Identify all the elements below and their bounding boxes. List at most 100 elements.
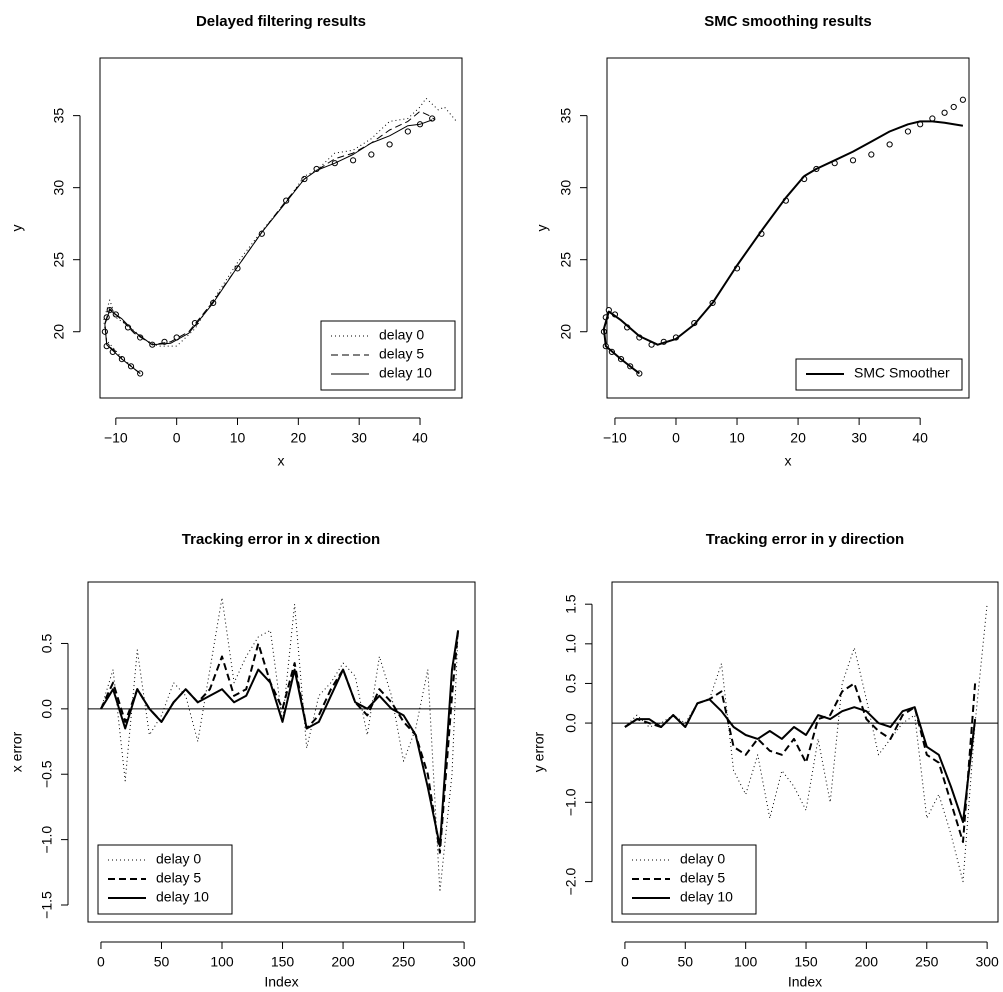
x-tick-label: 150 <box>794 954 818 970</box>
series-line <box>100 630 460 848</box>
plot-frame <box>611 581 999 923</box>
x-tick-label: 50 <box>677 954 693 970</box>
x-axis-label: x <box>278 453 285 469</box>
x-tick-label: 10 <box>729 430 745 446</box>
y-tick-label: 1.0 <box>563 634 579 654</box>
data-point <box>886 141 893 148</box>
x-tick-label: 50 <box>154 954 170 970</box>
x-axis-label: Index <box>788 974 822 990</box>
legend-label: delay 10 <box>379 365 432 381</box>
y-axis-label: y <box>9 225 25 232</box>
y-tick-label: 25 <box>558 252 574 268</box>
data-point <box>849 157 857 164</box>
x-tick-label: 150 <box>271 954 295 970</box>
legend-label: delay 5 <box>680 870 725 886</box>
x-tick-label: 30 <box>851 430 867 446</box>
data-point <box>929 115 936 122</box>
data-point <box>101 328 108 335</box>
y-tick-label: 0.5 <box>563 674 579 694</box>
x-tick-label: 40 <box>912 430 928 446</box>
y-tick-label: 25 <box>51 252 67 268</box>
x-tick-label: −10 <box>603 430 627 446</box>
y-tick-label: 30 <box>51 180 67 196</box>
x-tick-label: 10 <box>230 430 246 446</box>
x-tick-label: 20 <box>790 430 806 446</box>
x-tick-label: 300 <box>452 954 476 970</box>
data-point <box>404 128 411 135</box>
y-tick-label: 0.0 <box>563 713 579 733</box>
data-point <box>959 96 966 103</box>
y-tick-label: −1.0 <box>563 788 579 816</box>
chart-title: Tracking error in y direction <box>706 531 904 548</box>
x-tick-label: −10 <box>104 430 128 446</box>
x-tick-label: 0 <box>621 954 629 970</box>
y-axis-label: y error <box>531 731 547 772</box>
series-line <box>624 604 988 883</box>
legend-label: delay 0 <box>379 327 424 343</box>
x-tick-label: 250 <box>915 954 939 970</box>
x-tick-label: 0 <box>173 430 181 446</box>
x-tick-label: 300 <box>975 954 999 970</box>
y-tick-label: 0.0 <box>39 699 55 719</box>
data-point <box>349 157 357 164</box>
data-point <box>386 141 393 148</box>
y-tick-label: −2.0 <box>563 868 579 896</box>
legend-label: delay 0 <box>156 851 201 867</box>
x-tick-label: 100 <box>210 954 234 970</box>
legend: delay 0 delay 5 delay 10 <box>97 844 233 915</box>
panel: Tracking error in y direction Index y erro… <box>531 531 999 990</box>
legend-label: delay 10 <box>156 889 209 905</box>
legend-label: delay 5 <box>379 346 424 362</box>
legend: delay 0 delay 5 delay 10 <box>621 844 757 915</box>
plot-frame <box>99 57 463 399</box>
y-tick-label: 20 <box>51 324 67 340</box>
chart-title: Tracking error in x direction <box>182 531 380 548</box>
legend-label: SMC Smoother <box>854 365 950 381</box>
plot-frame <box>606 57 970 399</box>
x-axis-label: Index <box>264 974 298 990</box>
legend-label: delay 0 <box>680 851 725 867</box>
plot-frame <box>87 581 476 923</box>
chart-title: Delayed filtering results <box>196 13 366 30</box>
legend-label: delay 5 <box>156 870 201 886</box>
data-point <box>368 151 375 158</box>
chart-title: SMC smoothing results <box>704 13 872 30</box>
x-tick-label: 250 <box>392 954 416 970</box>
data-point <box>429 115 436 122</box>
y-tick-label: −1.5 <box>39 891 55 919</box>
data-point <box>941 109 948 116</box>
series-line <box>624 698 977 824</box>
y-tick-label: 20 <box>558 324 574 340</box>
panel: Delayed filtering results x y −10 0 10 20 30 40 2… <box>9 13 463 469</box>
series-line <box>100 630 460 854</box>
data-point <box>904 128 912 135</box>
y-axis-label: y <box>534 225 550 232</box>
y-axis-label: x error <box>9 731 25 772</box>
x-tick-label: 30 <box>351 430 367 446</box>
data-point <box>950 103 957 111</box>
y-tick-label: 0.5 <box>39 634 55 654</box>
x-tick-label: 0 <box>672 430 680 446</box>
x-tick-label: 40 <box>412 430 428 446</box>
panel: SMC smoothing results x y −10 0 10 20 30 40 20 25 3… <box>534 13 970 469</box>
x-tick-label: 0 <box>97 954 105 970</box>
x-tick-label: 100 <box>734 954 758 970</box>
x-tick-label: 20 <box>291 430 307 446</box>
y-tick-label: 35 <box>51 108 67 124</box>
y-tick-label: −1.0 <box>39 826 55 854</box>
series-line <box>602 120 964 375</box>
y-tick-label: 1.5 <box>563 594 579 614</box>
panel: Tracking error in x direction Index x erro… <box>9 531 476 990</box>
series-line <box>103 97 457 374</box>
y-tick-label: 30 <box>558 180 574 196</box>
legend: delay 0 delay 5 delay 10 <box>320 320 456 391</box>
y-tick-label: 35 <box>558 108 574 124</box>
series-line <box>624 682 977 843</box>
series-line <box>100 597 459 893</box>
series-line <box>104 119 433 374</box>
x-tick-label: 200 <box>331 954 355 970</box>
y-tick-label: −0.5 <box>39 760 55 788</box>
legend-label: delay 10 <box>680 889 733 905</box>
